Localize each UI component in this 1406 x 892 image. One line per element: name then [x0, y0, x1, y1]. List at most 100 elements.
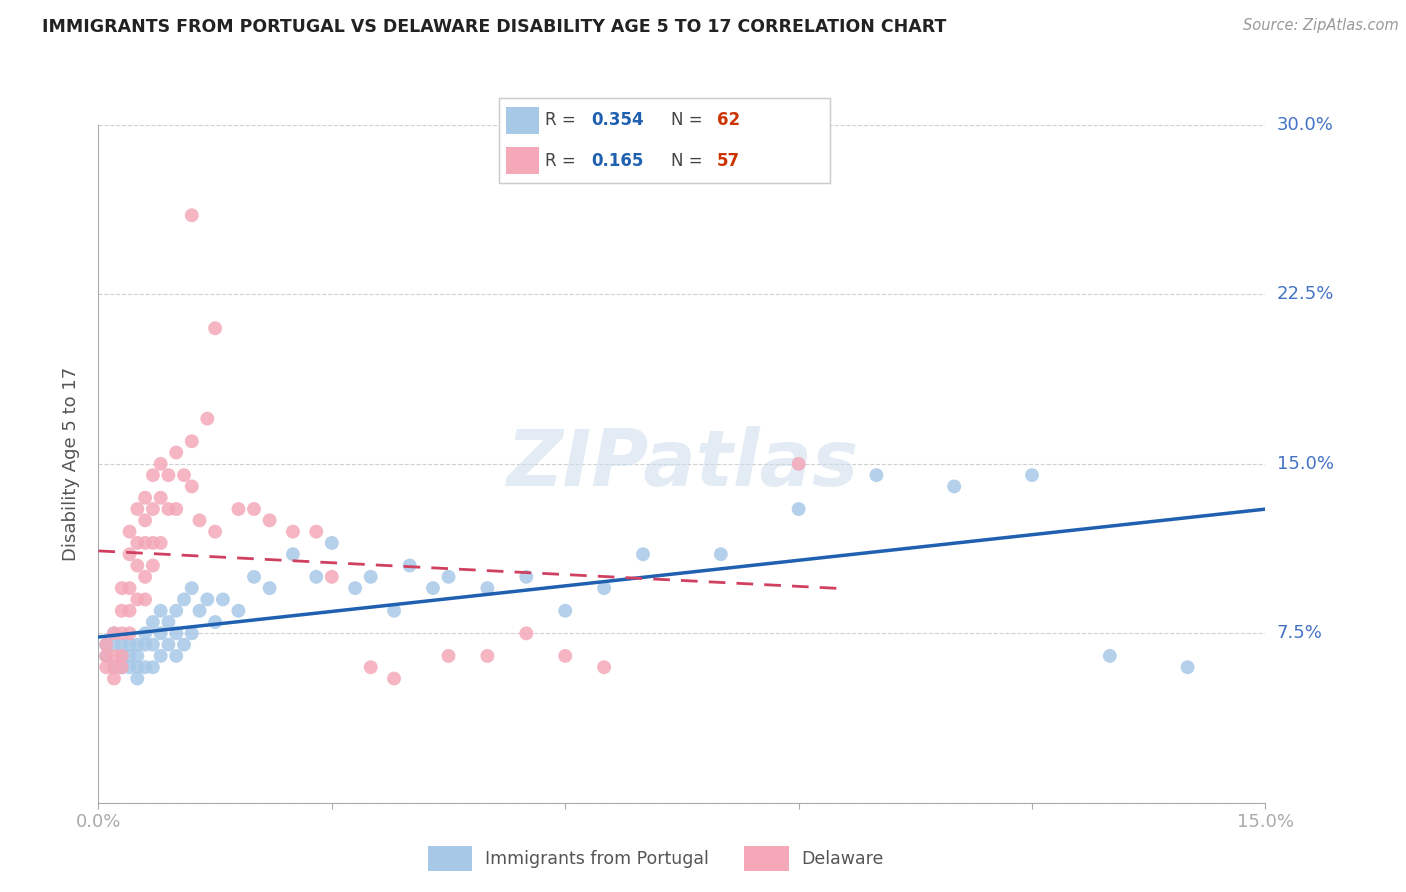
Point	[204, 524, 226, 539]
Text: 57: 57	[717, 152, 741, 169]
Point	[204, 321, 226, 335]
Point	[259, 513, 281, 527]
Point	[127, 672, 149, 686]
Point	[142, 558, 165, 573]
Point	[103, 626, 125, 640]
Point	[631, 547, 654, 561]
Point	[118, 581, 141, 595]
Point	[243, 502, 266, 516]
Point	[149, 626, 172, 640]
Point	[111, 638, 134, 652]
Point	[943, 479, 966, 493]
Point	[593, 581, 616, 595]
Point	[382, 672, 405, 686]
Point	[96, 648, 118, 663]
Point	[180, 581, 202, 595]
Point	[118, 660, 141, 674]
Point	[165, 445, 187, 459]
Point	[111, 581, 134, 595]
Point	[554, 604, 576, 618]
Point	[111, 660, 134, 674]
Point	[195, 411, 218, 425]
Point	[127, 660, 149, 674]
Point	[103, 648, 125, 663]
Point	[149, 604, 172, 618]
Point	[1177, 660, 1199, 674]
Text: 62: 62	[717, 112, 741, 129]
Point	[96, 638, 118, 652]
Point	[127, 592, 149, 607]
Point	[422, 581, 444, 595]
Point	[149, 457, 172, 471]
Point	[165, 502, 187, 516]
Point	[127, 502, 149, 516]
Point	[228, 604, 250, 618]
Point	[118, 547, 141, 561]
Text: ZIPatlas: ZIPatlas	[506, 425, 858, 502]
Text: 0.354: 0.354	[592, 112, 644, 129]
Point	[321, 536, 343, 550]
Point	[281, 547, 304, 561]
Point	[515, 626, 537, 640]
Point	[134, 660, 156, 674]
Point	[165, 604, 187, 618]
Point	[157, 638, 180, 652]
Point	[142, 468, 165, 483]
Text: R =: R =	[546, 112, 582, 129]
Point	[398, 558, 420, 573]
Text: Immigrants from Portugal: Immigrants from Portugal	[485, 849, 709, 868]
Point	[360, 570, 382, 584]
Point	[165, 626, 187, 640]
Point	[321, 570, 343, 584]
Point	[180, 208, 202, 222]
Point	[259, 581, 281, 595]
Point	[212, 592, 235, 607]
Point	[142, 536, 165, 550]
Point	[173, 468, 195, 483]
Point	[142, 660, 165, 674]
Point	[195, 592, 218, 607]
Point	[180, 626, 202, 640]
Point	[118, 626, 141, 640]
Point	[787, 457, 810, 471]
Point	[344, 581, 367, 595]
Point	[188, 604, 211, 618]
Point	[111, 604, 134, 618]
Point	[134, 536, 156, 550]
Point	[127, 648, 149, 663]
Point	[103, 638, 125, 652]
Point	[281, 524, 304, 539]
Text: IMMIGRANTS FROM PORTUGAL VS DELAWARE DISABILITY AGE 5 TO 17 CORRELATION CHART: IMMIGRANTS FROM PORTUGAL VS DELAWARE DIS…	[42, 18, 946, 36]
Text: R =: R =	[546, 152, 582, 169]
Point	[111, 648, 134, 663]
Point	[96, 660, 118, 674]
Point	[173, 638, 195, 652]
Point	[157, 502, 180, 516]
Point	[165, 648, 187, 663]
Point	[118, 648, 141, 663]
Text: N =: N =	[671, 112, 707, 129]
Point	[865, 468, 887, 483]
Point	[382, 604, 405, 618]
Point	[593, 660, 616, 674]
Point	[243, 570, 266, 584]
Point	[180, 479, 202, 493]
Y-axis label: Disability Age 5 to 17: Disability Age 5 to 17	[62, 367, 80, 561]
Point	[149, 648, 172, 663]
Point	[437, 570, 460, 584]
Point	[134, 638, 156, 652]
Point	[173, 592, 195, 607]
Point	[204, 615, 226, 629]
Bar	[506, 147, 538, 175]
Point	[103, 672, 125, 686]
Point	[554, 648, 576, 663]
Point	[188, 513, 211, 527]
Point	[1098, 648, 1121, 663]
Point	[103, 660, 125, 674]
Point	[142, 502, 165, 516]
Point	[787, 502, 810, 516]
Text: 22.5%: 22.5%	[1277, 285, 1334, 303]
Point	[111, 660, 134, 674]
Point	[360, 660, 382, 674]
Point	[149, 536, 172, 550]
